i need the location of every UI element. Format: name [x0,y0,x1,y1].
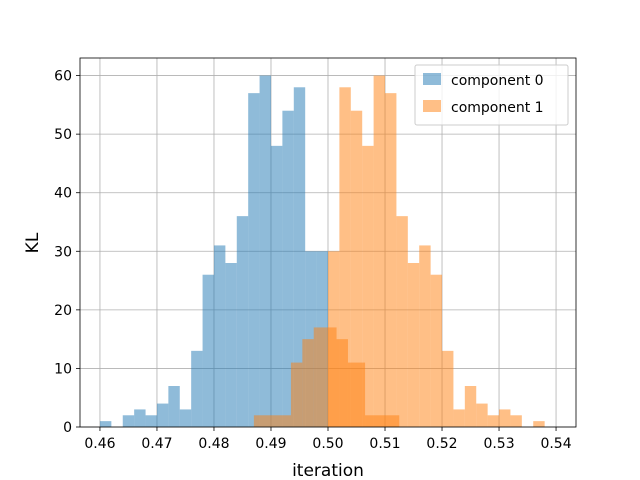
legend-label-component-1: component 1 [451,100,544,116]
histogram-bar-series-0 [122,415,135,427]
histogram-bar-series-0 [99,421,112,427]
x-tick-label: 0.47 [141,436,172,452]
x-tick-label: 0.50 [312,436,343,452]
legend-label-component-0: component 0 [451,73,544,89]
x-tick-label: 0.48 [198,436,229,452]
histogram-bar-series-0 [145,415,157,427]
histogram-bar-series-2 [253,415,291,427]
y-axis-title: KL [23,232,43,253]
y-tick-label: 10 [54,361,72,377]
histogram-bar-series-1 [339,87,351,428]
axis-ticks: 0.46 0.47 0.48 0.49 0.50 0.51 0.52 0.53 0.54 0 10 2… [54,69,572,452]
histogram-bar-series-1 [464,386,477,427]
histogram-bar-series-0 [134,409,146,427]
histogram-bar-series-1 [499,409,511,427]
x-tick-label: 0.52 [426,436,457,452]
histogram-bar-series-0 [156,403,169,427]
histogram-bar-series-0 [259,75,271,428]
histogram-bar-series-0 [270,145,283,427]
histogram-bar-series-1 [533,421,545,427]
histogram-bar-series-1 [362,145,374,427]
histogram-bar-series-2 [336,339,348,427]
histogram-bar-series-1 [453,409,465,427]
histogram-bar-series-2 [365,415,400,427]
legend-swatch-component-0 [423,73,441,85]
histogram-bar-series-1 [419,245,431,427]
y-tick-label: 60 [54,69,72,85]
legend-box [414,64,569,126]
x-tick-label: 0.54 [540,436,571,452]
y-tick-label: 40 [54,186,72,202]
histogram-bar-series-0 [179,409,192,427]
histogram-bar-series-1 [442,350,454,427]
x-tick-label: 0.49 [255,436,286,452]
y-tick-label: 20 [54,303,72,319]
histogram-bar-series-1 [407,263,420,427]
histogram-bar-series-0 [168,386,180,427]
histogram-bars [99,75,545,428]
histogram-bar-series-0 [202,274,214,427]
histogram-bar-series-1 [487,415,500,427]
histogram-bar-series-2 [347,362,366,427]
y-tick-label: 0 [63,420,72,436]
y-tick-label: 50 [54,127,72,143]
histogram-bar-series-0 [191,350,203,427]
histogram-bar-series-1 [396,216,408,427]
histogram-bar-series-0 [293,87,306,428]
histogram-bar-series-0 [213,245,226,427]
histogram-bar-series-0 [282,110,294,427]
legend-swatch-component-1 [423,100,441,112]
histogram-bar-series-0 [225,263,237,427]
x-axis-title: iteration [292,461,364,480]
x-tick-label: 0.46 [84,436,115,452]
histogram-bar-series-1 [385,93,397,428]
histogram-bar-series-2 [290,362,303,427]
histogram-bar-series-1 [510,415,522,427]
histogram-bar-series-2 [313,327,326,427]
y-tick-label: 30 [54,244,72,260]
histogram-bar-series-1 [350,110,363,427]
legend: component 0 component 1 [414,64,569,126]
histogram-bar-series-2 [325,327,337,427]
x-tick-label: 0.53 [483,436,514,452]
histogram-bar-series-1 [430,274,443,427]
histogram-bar-series-1 [476,403,488,427]
x-tick-label: 0.51 [369,436,400,452]
histogram-bar-series-2 [302,339,314,427]
histogram-bar-series-1 [373,75,386,428]
histogram-bar-series-0 [236,216,249,427]
histogram-bar-series-0 [248,93,260,428]
